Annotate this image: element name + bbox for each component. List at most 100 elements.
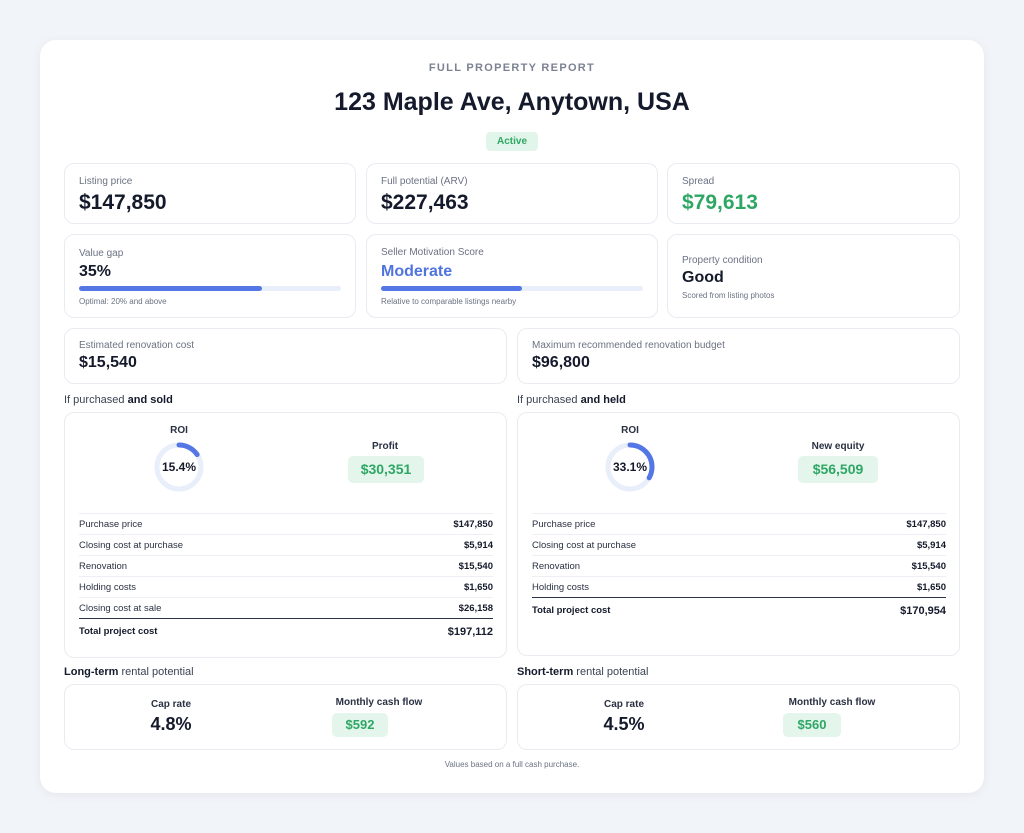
cost-row-amount: $1,650	[463, 581, 493, 593]
property-condition-label: Property condition	[682, 255, 763, 266]
estimated-renovation-card: Estimated renovation cost $15,540	[64, 328, 507, 384]
held-heading-prefix: If purchased	[517, 394, 578, 406]
short-term-cash-flow-label: Monthly cash flow	[788, 697, 876, 708]
property-report-card: FULL PROPERTY REPORT 123 Maple Ave, Anyt…	[40, 40, 984, 793]
max-renovation-value: $96,800	[532, 354, 590, 371]
value-gap-bar-fill	[79, 286, 263, 291]
cost-row-amount: $26,158	[458, 602, 493, 614]
short-term-cap-rate: Cap rate 4.5%	[574, 699, 674, 735]
cost-row: Renovation $15,540	[79, 555, 493, 576]
sold-roi-value: 15.4%	[161, 460, 197, 474]
long-term-cash-flow-value: $592	[332, 713, 388, 737]
cost-row-label: Renovation	[79, 560, 128, 572]
cost-row: Closing cost at sale $26,158	[79, 597, 493, 618]
held-roi-arc	[605, 442, 655, 492]
value-gap-card: Value gap 35% Optimal: 20% and above	[64, 234, 356, 318]
footnote: Values based on a full cash purchase.	[444, 760, 580, 769]
short-term-cash-flow-value: $560	[783, 713, 841, 737]
sold-heading-prefix: If purchased	[64, 394, 125, 406]
short-term-heading-rest: rental potential	[576, 666, 649, 678]
seller-motivation-bar	[381, 286, 643, 291]
seller-motivation-card: Seller Motivation Score Moderate Relativ…	[366, 234, 658, 318]
cost-row-amount: $147,850	[453, 518, 493, 530]
long-term-heading-bold: Long-term	[64, 666, 119, 678]
long-term-cap-rate: Cap rate 4.8%	[121, 699, 221, 735]
spread-label: Spread	[682, 176, 715, 187]
max-renovation-card: Maximum recommended renovation budget $9…	[517, 328, 960, 384]
value-gap-value: 35%	[79, 263, 112, 280]
sold-roi-donut: 15.4%	[153, 441, 205, 493]
sold-heading-bold: and sold	[127, 394, 173, 406]
cost-row-amount: $147,850	[906, 518, 946, 530]
profit-value: $30,351	[348, 456, 424, 483]
total-amount: $170,954	[900, 604, 946, 617]
held-roi-value: 33.1%	[612, 460, 648, 474]
cost-row-label: Purchase price	[532, 518, 596, 530]
cost-row: Holding costs $1,650	[532, 576, 946, 597]
cost-row-label: Holding costs	[79, 581, 137, 593]
estimated-renovation-label: Estimated renovation cost	[79, 340, 195, 351]
property-address: 123 Maple Ave, Anytown, USA	[334, 88, 690, 116]
cost-row-amount: $1,650	[916, 581, 946, 593]
total-amount: $197,112	[447, 625, 493, 638]
held-cost-table: Purchase price $147,850 Closing cost at pu…	[532, 513, 946, 623]
sold-section-heading: If purchased and sold	[64, 394, 173, 406]
short-term-cap-rate-value: 4.5%	[603, 714, 645, 734]
held-heading-bold: and held	[580, 394, 626, 406]
cost-row-label: Holding costs	[532, 581, 590, 593]
cost-row: Closing cost at purchase $5,914	[79, 534, 493, 555]
listing-price-value: $147,850	[79, 191, 167, 214]
held-roi-label: ROI	[621, 425, 639, 436]
seller-motivation-label: Seller Motivation Score	[381, 247, 484, 258]
held-section-heading: If purchased and held	[517, 394, 626, 406]
long-term-heading-rest: rental potential	[121, 666, 194, 678]
short-term-rental-card: Cap rate 4.5% Monthly cash flow $560	[517, 684, 960, 750]
cost-row-amount: $15,540	[911, 560, 946, 572]
profit-label: Profit	[371, 441, 399, 452]
cost-row-amount: $15,540	[458, 560, 493, 572]
arv-label: Full potential (ARV)	[381, 176, 468, 187]
cost-row-label: Closing cost at sale	[79, 602, 162, 614]
sold-scenario-card: ROI 15.4% Profit $30,351 Purchase price $…	[64, 412, 507, 658]
long-term-cash-flow-label: Monthly cash flow	[335, 697, 423, 708]
property-condition-note: Scored from listing photos	[682, 291, 775, 300]
short-term-heading-bold: Short-term	[517, 666, 574, 678]
total-row: Total project cost $170,954	[532, 597, 946, 623]
cost-row-amount: $5,914	[916, 539, 946, 551]
spread-value: $79,613	[682, 191, 758, 214]
total-label: Total project cost	[79, 626, 158, 637]
cost-row: Purchase price $147,850	[79, 513, 493, 534]
total-row: Total project cost $197,112	[79, 618, 493, 644]
long-term-rental-card: Cap rate 4.8% Monthly cash flow $592	[64, 684, 507, 750]
listing-price-label: Listing price	[79, 176, 133, 187]
cost-row: Closing cost at purchase $5,914	[532, 534, 946, 555]
listing-price-card: Listing price $147,850	[64, 163, 356, 224]
cost-row-label: Renovation	[532, 560, 581, 572]
new-equity-value: $56,509	[798, 456, 878, 483]
seller-motivation-value: Moderate	[381, 263, 453, 280]
cost-row-label: Purchase price	[79, 518, 143, 530]
cost-row-amount: $5,914	[463, 539, 493, 551]
estimated-renovation-value: $15,540	[79, 354, 137, 371]
seller-motivation-note: Relative to comparable listings nearby	[381, 297, 517, 306]
short-term-cap-rate-label: Cap rate	[603, 699, 644, 710]
cost-row-label: Closing cost at purchase	[532, 539, 637, 551]
sold-roi-arc	[154, 442, 204, 492]
cost-row: Holding costs $1,650	[79, 576, 493, 597]
spread-card: Spread $79,613	[667, 163, 960, 224]
sold-cost-table: Purchase price $147,850 Closing cost at pu…	[79, 513, 493, 644]
value-gap-bar	[79, 286, 341, 291]
held-roi-donut: 33.1%	[604, 441, 656, 493]
cost-row: Purchase price $147,850	[532, 513, 946, 534]
long-term-cap-rate-label: Cap rate	[150, 699, 191, 710]
held-scenario-card: ROI 33.1% New equity $56,509 Purchase pr…	[517, 412, 960, 656]
seller-motivation-bar-fill	[381, 286, 523, 291]
long-term-cap-rate-value: 4.8%	[150, 714, 192, 734]
arv-card: Full potential (ARV) $227,463	[366, 163, 658, 224]
sold-roi-label: ROI	[170, 425, 188, 436]
max-renovation-label: Maximum recommended renovation budget	[532, 340, 725, 351]
property-condition-card: Property condition Good Scored from list…	[667, 234, 960, 318]
new-equity-label: New equity	[811, 441, 865, 452]
report-label: FULL PROPERTY REPORT	[428, 62, 596, 74]
cost-row-label: Closing cost at purchase	[79, 539, 184, 551]
